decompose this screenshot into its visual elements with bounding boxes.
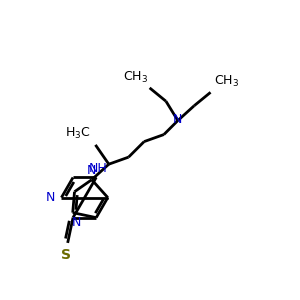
Text: N: N (87, 164, 96, 177)
Text: H$_3$C: H$_3$C (65, 126, 91, 141)
Text: N: N (46, 191, 55, 204)
Text: CH$_3$: CH$_3$ (214, 74, 239, 89)
Text: S: S (61, 248, 71, 262)
Text: CH$_3$: CH$_3$ (123, 70, 148, 85)
Text: N: N (173, 113, 182, 127)
Text: N: N (72, 216, 81, 229)
Text: NH: NH (88, 162, 107, 175)
